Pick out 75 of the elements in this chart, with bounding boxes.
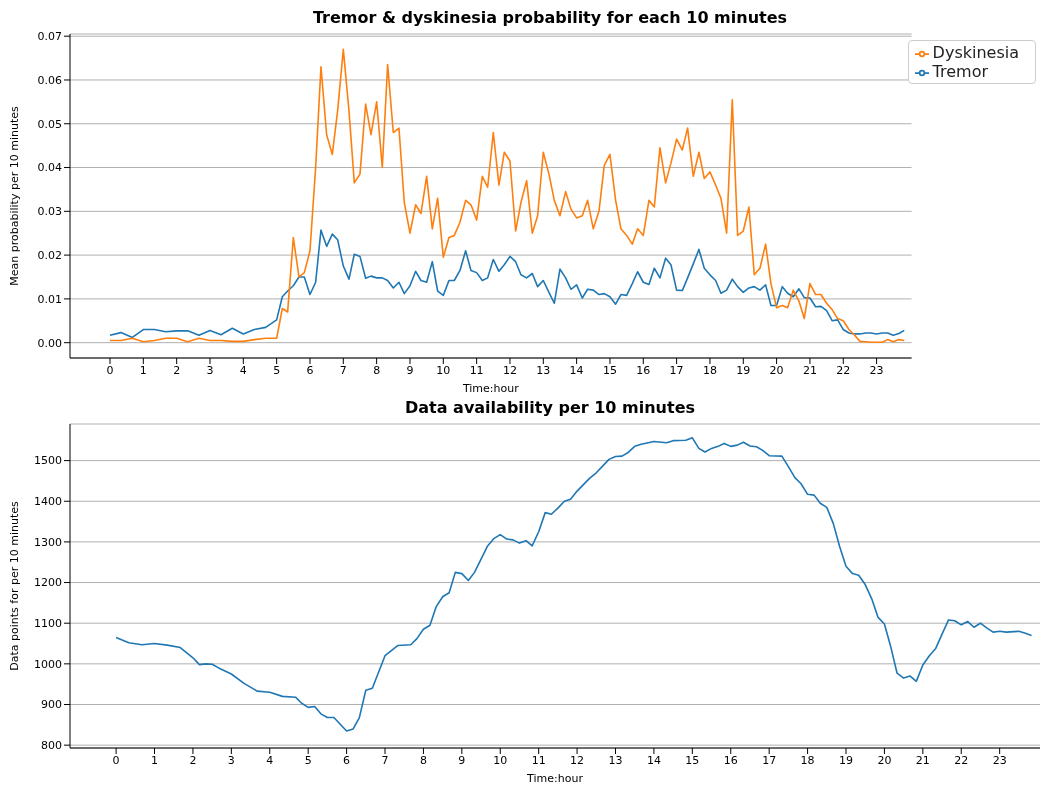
y-tick-label: 1000 [34, 657, 62, 671]
x-tick-label: 8 [373, 363, 381, 377]
x-tick-label: 16 [723, 753, 738, 767]
x-tick-label: 6 [306, 363, 314, 377]
x-tick-label: 2 [189, 753, 197, 767]
line-series [109, 229, 906, 339]
chart-title: Tremor & dyskinesia probability for each 10 minutes [311, 8, 789, 29]
x-tick-label: 4 [266, 753, 274, 767]
x-tick-label: 21 [802, 363, 817, 377]
x-tick-label: 20 [769, 363, 784, 377]
y-tick-label: 0.03 [37, 205, 62, 219]
x-axis-title: Time:hour [526, 772, 584, 785]
x-tick-label: 22 [954, 753, 969, 767]
y-tick-label: 800 [41, 739, 62, 753]
y-tick-label: 1400 [34, 495, 62, 509]
x-tick-label: 6 [343, 753, 351, 767]
x-tick-label: 0 [112, 753, 120, 767]
x-tick-label: 9 [406, 363, 414, 377]
x-tick-label: 23 [869, 363, 884, 377]
y-tick-label: 1500 [34, 454, 62, 468]
y-tick-label: 0.02 [37, 249, 62, 263]
x-tick-label: 11 [469, 363, 484, 377]
legend-label: Dyskinesia [932, 43, 1019, 62]
y-tick-label: 0.07 [37, 30, 62, 44]
x-tick-label: 1 [139, 363, 147, 377]
x-tick-label: 7 [381, 753, 389, 767]
y-tick-label: 0.06 [37, 73, 62, 87]
y-tick-label: 1200 [34, 576, 62, 590]
x-tick-label: 13 [536, 363, 551, 377]
x-tick-label: 14 [569, 363, 584, 377]
y-tick-label: 0.04 [37, 161, 62, 175]
x-tick-label: 5 [273, 363, 281, 377]
x-tick-label: 1 [151, 753, 159, 767]
y-tick-label: 900 [41, 698, 62, 712]
y-axis-title: Mean probability per 10 minutes [7, 106, 21, 286]
x-tick-label: 10 [493, 753, 508, 767]
x-tick-label: 22 [836, 363, 851, 377]
x-tick-label: 21 [915, 753, 930, 767]
x-tick-label: 7 [339, 363, 347, 377]
x-tick-label: 10 [436, 363, 451, 377]
y-tick-label: 0.01 [37, 292, 62, 306]
x-tick-label: 14 [646, 753, 661, 767]
y-axis-title: Data points for per 10 minutes [7, 501, 21, 671]
x-tick-label: 19 [736, 363, 751, 377]
line-series [109, 48, 906, 344]
x-tick-label: 11 [531, 753, 546, 767]
x-tick-label: 4 [239, 363, 247, 377]
x-tick-label: 18 [702, 363, 717, 377]
line-series [115, 437, 1033, 732]
x-tick-label: 12 [502, 363, 517, 377]
x-tick-label: 17 [762, 753, 777, 767]
chart-title: Data availability per 10 minutes [404, 398, 696, 419]
x-tick-label: 3 [227, 753, 235, 767]
y-tick-label: 1300 [34, 535, 62, 549]
y-tick-label: 0.05 [37, 117, 62, 131]
x-tick-label: 8 [419, 753, 427, 767]
x-tick-label: 3 [206, 363, 214, 377]
x-tick-label: 2 [173, 363, 181, 377]
x-tick-label: 15 [685, 753, 700, 767]
x-tick-label: 20 [877, 753, 892, 767]
y-tick-label: 0.00 [37, 336, 62, 350]
x-tick-label: 12 [570, 753, 585, 767]
x-tick-label: 13 [608, 753, 623, 767]
x-tick-label: 5 [304, 753, 312, 767]
x-tick-label: 17 [669, 363, 684, 377]
x-tick-label: 0 [106, 363, 114, 377]
x-axis-title: Time:hour [461, 382, 520, 395]
x-tick-label: 19 [839, 753, 853, 767]
x-tick-label: 9 [458, 753, 466, 767]
x-tick-label: 23 [992, 753, 1007, 767]
y-tick-label: 1100 [34, 617, 62, 631]
x-tick-label: 15 [602, 363, 617, 377]
x-tick-label: 18 [800, 753, 815, 767]
legend-label: Tremor [932, 62, 989, 81]
x-tick-label: 16 [636, 363, 651, 377]
